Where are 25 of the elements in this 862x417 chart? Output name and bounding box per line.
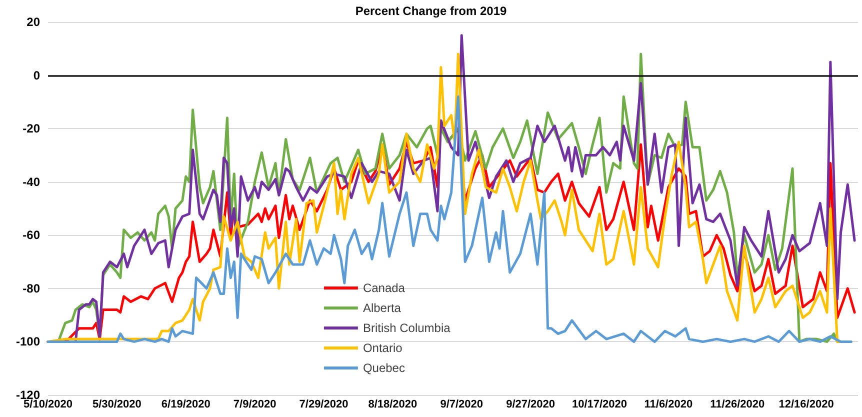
legend-label: Quebec	[362, 361, 405, 375]
x-tick-label: 7/9/2020	[233, 398, 276, 410]
chart-title: Percent Change from 2019	[355, 4, 508, 18]
x-tick-label: 10/17/2020	[572, 398, 628, 410]
x-tick-label: 5/10/2020	[24, 398, 72, 410]
y-tick-label: -80	[22, 281, 40, 296]
x-tick-label: 11/6/2020	[644, 398, 693, 410]
x-tick-label: 6/19/2020	[161, 398, 210, 410]
y-tick-label: -60	[22, 228, 40, 242]
x-tick-label: 8/18/2020	[368, 398, 418, 410]
legend-label: Canada	[362, 281, 406, 295]
x-tick-label: 5/30/2020	[92, 398, 142, 410]
legend-label: British Columbia	[362, 321, 451, 335]
x-tick-label: 7/29/2020	[299, 398, 348, 410]
legend-label: Alberta	[362, 301, 402, 315]
x-tick-label: 9/7/2020	[440, 398, 484, 410]
y-tick-label: -40	[22, 174, 40, 189]
x-tick-label: 12/16/2020	[778, 398, 834, 410]
y-tick-label: -100	[16, 334, 40, 349]
x-tick-label: 9/27/2020	[506, 398, 556, 410]
y-tick-label: 0	[33, 68, 40, 82]
y-tick-label: 20	[26, 15, 40, 29]
x-tick-label: 11/26/2020	[710, 398, 765, 410]
y-tick-label: -20	[22, 122, 40, 136]
legend-label: Ontario	[362, 341, 403, 355]
